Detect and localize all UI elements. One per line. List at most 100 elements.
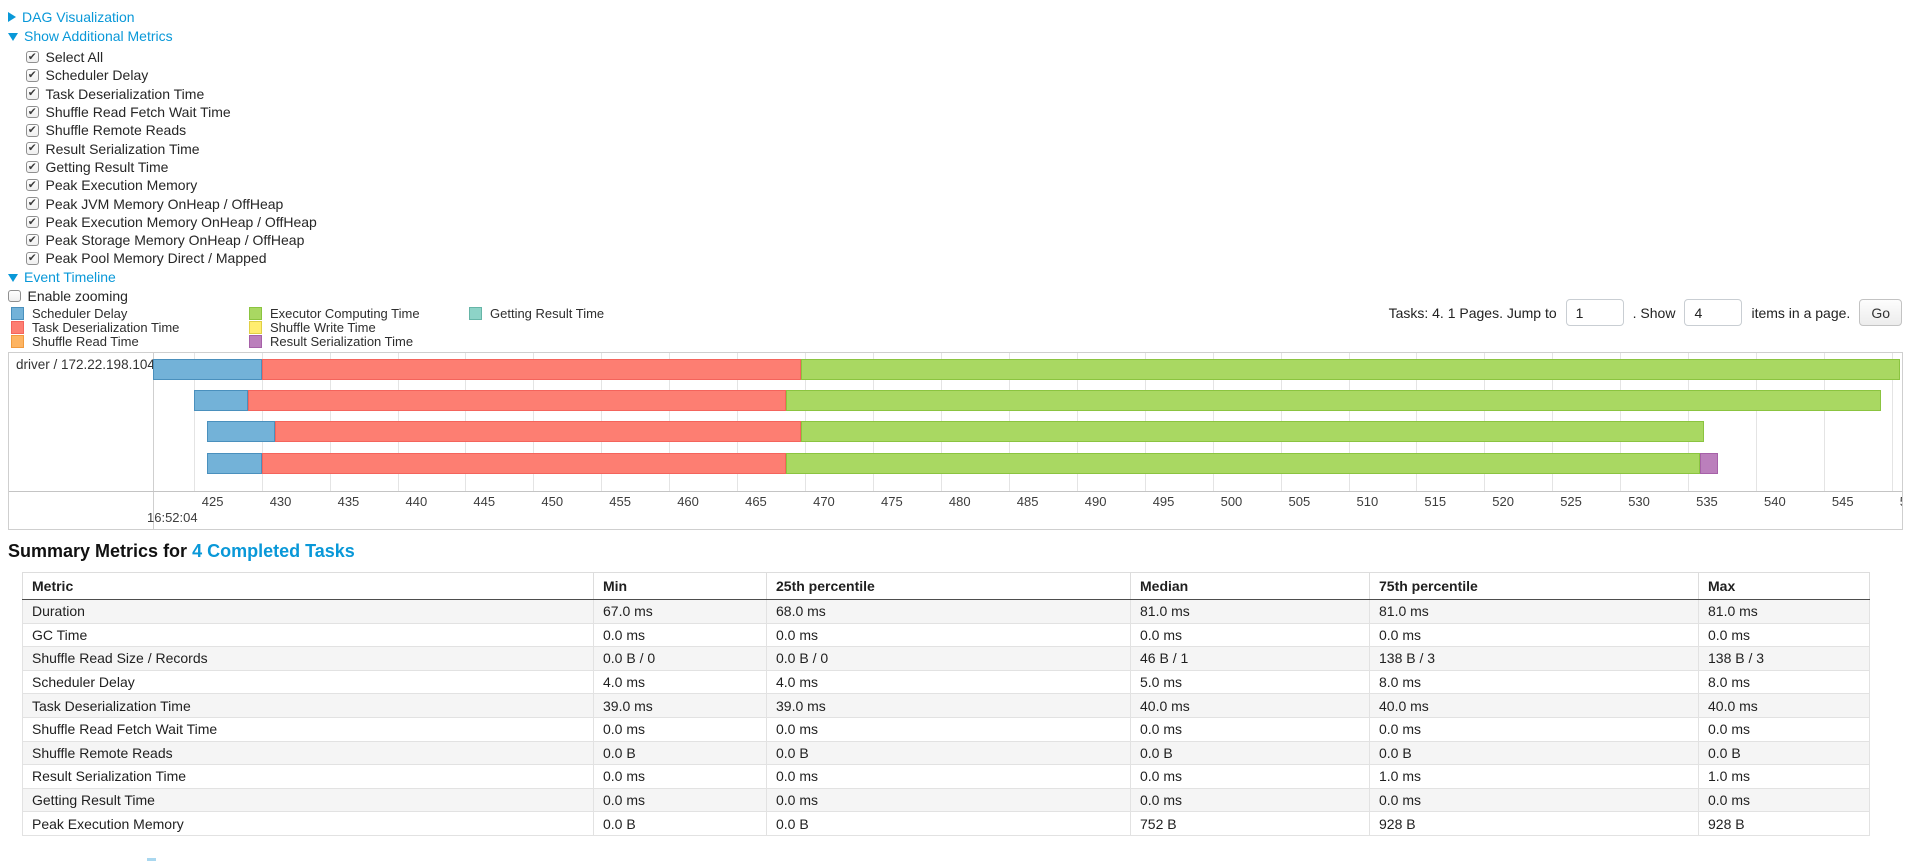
axis-gridline: [193, 353, 195, 491]
task-bar-segment-scheduler-delay[interactable]: [207, 453, 262, 474]
items-per-page-input[interactable]: [1684, 299, 1743, 326]
task-bar-segment-result-serialization[interactable]: [1700, 453, 1718, 474]
metric-checkbox-label: Result Serialization Time: [45, 140, 200, 157]
legend-column: Scheduler Delay Task Deserialization Time…: [11, 307, 249, 348]
metric-checkbox[interactable]: [26, 142, 39, 155]
axis-tick-label: 535: [1696, 494, 1718, 509]
metric-checkbox-label: Peak Pool Memory Direct / Mapped: [45, 250, 267, 267]
jump-to-page-input[interactable]: [1565, 299, 1624, 326]
metric-checkbox[interactable]: [26, 233, 39, 247]
axis-tick-label: 475: [881, 494, 903, 509]
metric-value-cell: 1.0 ms: [1698, 764, 1870, 789]
task-bar-segment-executor-computing[interactable]: [786, 390, 1881, 411]
metric-name-cell: Shuffle Read Fetch Wait Time: [22, 716, 594, 742]
metric-checkbox-row: Scheduler Delay: [26, 66, 317, 84]
task-bar-segment-scheduler-delay[interactable]: [193, 390, 249, 411]
legend-swatch-icon: [249, 334, 262, 348]
timeline-legend: Scheduler Delay Task Deserialization Time…: [11, 307, 604, 348]
dag-visualization-toggle[interactable]: DAG Visualization: [8, 7, 317, 26]
task-bar-segment-executor-computing[interactable]: [786, 453, 1701, 474]
metric-value-cell: 81.0 ms: [1698, 599, 1870, 624]
legend-swatch-icon: [249, 307, 262, 321]
metric-checkbox[interactable]: [26, 215, 39, 229]
task-bar-segment-executor-computing[interactable]: [801, 421, 1705, 442]
metric-checkbox-label: Shuffle Read Fetch Wait Time: [45, 104, 231, 121]
table-row: Peak Execution Memory 0.0 B 0.0 B 752 B 928 …: [22, 811, 1870, 836]
metric-value-cell: 39.0 ms: [593, 693, 767, 718]
task-bar-segment-task-deserialization[interactable]: [275, 421, 801, 442]
metric-checkbox-label: Task Deserialization Time: [45, 85, 205, 102]
table-header-row: Metric Min 25th percentile Median 75th perce…: [22, 572, 1870, 600]
axis-tick-label: 465: [745, 494, 767, 509]
metric-value-cell: 0.0 ms: [593, 787, 767, 813]
metric-checkbox[interactable]: [26, 105, 39, 119]
summary-title-text: Summary Metrics for: [8, 541, 193, 561]
task-bar-segment-scheduler-delay[interactable]: [153, 359, 262, 380]
legend-item: Scheduler Delay: [11, 307, 249, 321]
metric-checkbox[interactable]: [26, 252, 39, 265]
metric-value-cell: 40.0 ms: [1130, 693, 1370, 718]
label-column-divider: [153, 353, 154, 529]
table-row: Shuffle Read Size / Records 0.0 B / 0 0.0 …: [22, 646, 1870, 671]
legend-item: Task Deserialization Time: [11, 320, 249, 335]
axis-gridline: [1823, 353, 1825, 491]
task-bar-segment-task-deserialization[interactable]: [261, 453, 787, 474]
axis-tick-label: 545: [1831, 494, 1854, 509]
metric-value-cell: 81.0 ms: [1130, 599, 1370, 624]
go-button[interactable]: Go: [1859, 299, 1902, 326]
metric-checkbox[interactable]: [26, 87, 39, 100]
legend-swatch-icon: [469, 307, 482, 321]
legend-item: Executor Computing Time: [249, 307, 469, 321]
axis-time-origin-label: 16:52:04: [147, 510, 198, 525]
metric-checkbox-label: Peak Execution Memory OnHeap / OffHeap: [45, 213, 317, 230]
table-row: Duration 67.0 ms 68.0 ms 81.0 ms 81.0 ms 81.0…: [22, 599, 1870, 624]
metric-checkbox-label: Peak Execution Memory: [45, 177, 198, 194]
table-column-header: Median: [1130, 572, 1370, 600]
show-additional-metrics-toggle[interactable]: Show Additional Metrics: [8, 26, 317, 45]
axis-tick-label: 440: [405, 494, 428, 509]
metric-value-cell: 46 B / 1: [1130, 646, 1370, 671]
table-row: Task Deserialization Time 39.0 ms 39.0 ms 4…: [22, 693, 1870, 718]
metric-name-cell: Getting Result Time: [22, 787, 594, 813]
metric-checkbox[interactable]: [26, 197, 39, 210]
legend-label: Getting Result Time: [490, 306, 605, 321]
axis-tick-label: 480: [948, 494, 971, 509]
axis-tick-label: 540: [1764, 494, 1786, 509]
collapsed-arrow-icon: [8, 11, 16, 22]
axis-gridline: [1891, 353, 1893, 491]
metric-value-cell: 4.0 ms: [766, 669, 1131, 695]
metric-checkbox[interactable]: [26, 124, 39, 137]
metric-name-cell: Result Serialization Time: [22, 764, 594, 789]
metric-value-cell: 0.0 ms: [1698, 787, 1870, 813]
enable-zooming-checkbox[interactable]: [8, 289, 21, 303]
metric-checkbox[interactable]: [26, 160, 39, 174]
metric-checkbox-row: Shuffle Remote Reads: [26, 121, 317, 139]
task-bar-segment-task-deserialization[interactable]: [261, 359, 801, 380]
metric-value-cell: 0.0 B: [1130, 740, 1370, 766]
metric-checkbox-row: Task Deserialization Time: [26, 85, 317, 103]
metric-checkbox[interactable]: [26, 178, 39, 192]
metric-value-cell: 0.0 B: [1698, 740, 1870, 766]
metric-value-cell: 0.0 ms: [766, 716, 1131, 742]
metric-checkbox-row: Peak Execution Memory OnHeap / OffHeap: [26, 213, 317, 231]
metric-name-cell: Shuffle Remote Reads: [22, 740, 594, 766]
axis-tick-label: 470: [813, 494, 835, 509]
table-row: Shuffle Remote Reads 0.0 B 0.0 B 0.0 B 0.0 B…: [22, 740, 1870, 766]
task-bar-segment-scheduler-delay[interactable]: [207, 421, 276, 442]
metric-value-cell: 928 B: [1369, 811, 1699, 836]
task-bar-segment-executor-computing[interactable]: [801, 359, 1900, 380]
metric-value-cell: 0.0 ms: [1698, 622, 1870, 648]
completed-tasks-link[interactable]: 4 Completed Tasks: [192, 541, 355, 561]
axis-tick-label: 510: [1356, 494, 1379, 509]
metric-checkbox[interactable]: [26, 50, 39, 64]
metric-value-cell: 0.0 ms: [1369, 716, 1699, 742]
metric-value-cell: 40.0 ms: [1698, 693, 1870, 718]
time-axis-line: [9, 491, 1902, 492]
task-bar-segment-task-deserialization[interactable]: [248, 390, 787, 411]
metric-checkbox[interactable]: [26, 69, 39, 82]
legend-swatch-icon: [11, 307, 24, 321]
event-timeline-toggle[interactable]: Event Timeline: [8, 268, 317, 287]
metric-checkbox-label: Select All: [45, 49, 104, 66]
legend-swatch-icon: [249, 321, 262, 335]
axis-tick-label: 450: [541, 494, 564, 509]
